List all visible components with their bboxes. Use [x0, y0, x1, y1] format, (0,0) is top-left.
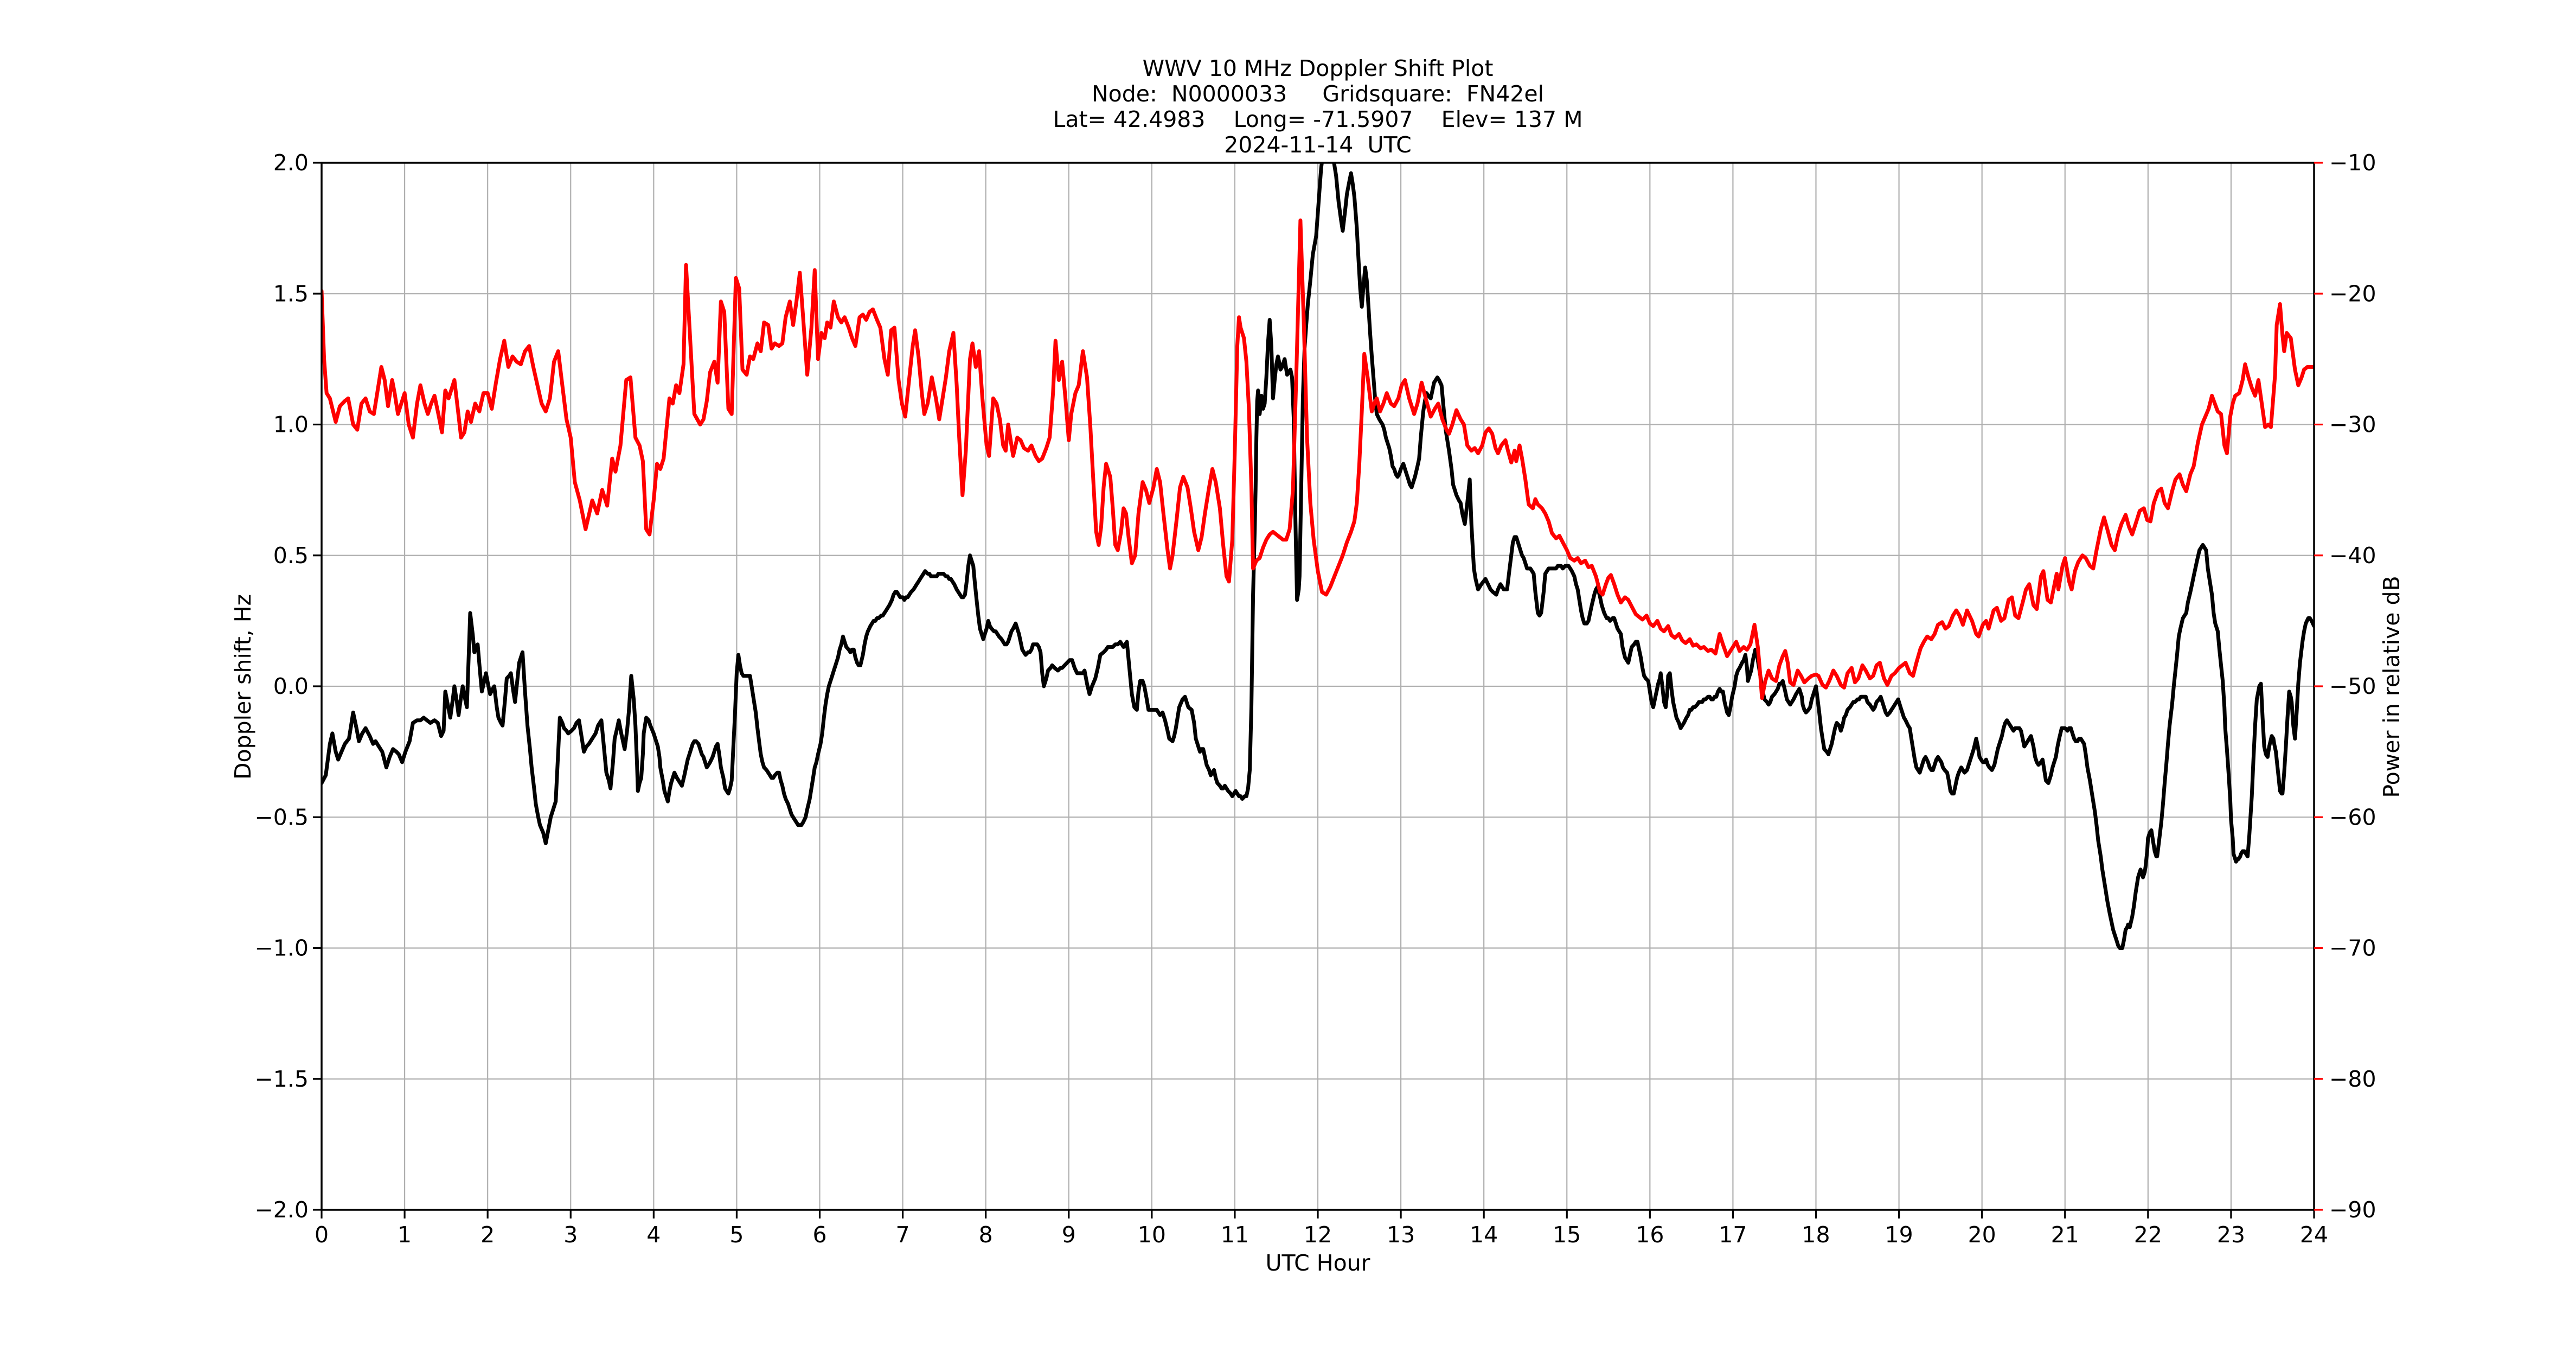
x-tick-label: 13 — [1387, 1222, 1415, 1248]
x-tick-label: 23 — [2217, 1222, 2245, 1248]
x-tick-label: 17 — [1719, 1222, 1747, 1248]
y-axis-label-left: Doppler shift, Hz — [230, 594, 256, 780]
y-right-tick-label: −70 — [2329, 935, 2376, 961]
x-tick-label: 3 — [563, 1222, 578, 1248]
y-left-tick-label: −1.0 — [254, 935, 309, 961]
x-tick-label: 19 — [1885, 1222, 1913, 1248]
y-axis-label-right: Power in relative dB — [2379, 576, 2405, 797]
x-tick-label: 4 — [646, 1222, 661, 1248]
y-left-tick-label: 0.5 — [273, 543, 309, 569]
series-doppler-shift — [322, 163, 2314, 950]
y-right-tick-label: −50 — [2329, 673, 2376, 699]
x-tick-label: 15 — [1553, 1222, 1581, 1248]
series-layer — [322, 163, 2314, 950]
y-left-tick-label: 1.0 — [273, 412, 309, 438]
x-tick-label: 14 — [1470, 1222, 1498, 1248]
x-tick-label: 16 — [1636, 1222, 1664, 1248]
chart-subtitle-location: Lat= 42.4983 Long= -71.5907 Elev= 137 M — [1053, 106, 1582, 132]
chart-subtitle-node: Node: N0000033 Gridsquare: FN42el — [1092, 81, 1544, 107]
x-tick-label: 22 — [2134, 1222, 2162, 1248]
axes-layer: 0 1 2 3 4 5 6 7 8 9 10 11 12 13 14 15 16 17 18 19 20 21 22 23 24… — [254, 150, 2376, 1248]
y-right-tick-label: −30 — [2329, 412, 2376, 438]
x-tick-label: 9 — [1062, 1222, 1076, 1248]
x-tick-label: 24 — [2300, 1222, 2328, 1248]
x-axis-label: UTC Hour — [1265, 1250, 1370, 1276]
x-tick-label: 8 — [979, 1222, 993, 1248]
x-tick-label: 21 — [2051, 1222, 2079, 1248]
chart-subtitle-date: 2024-11-14 UTC — [1224, 132, 1412, 158]
text-layer: WWV 10 MHz Doppler Shift Plot Node: N000… — [230, 55, 2405, 1276]
x-tick-label: 18 — [1802, 1222, 1830, 1248]
y-right-tick-label: −20 — [2329, 280, 2376, 307]
x-tick-label: 10 — [1138, 1222, 1166, 1248]
y-left-tick-label: −2.0 — [254, 1197, 309, 1223]
x-tick-label: 12 — [1304, 1222, 1332, 1248]
series-power — [322, 218, 2314, 700]
x-tick-label: 0 — [315, 1222, 329, 1248]
y-right-tick-label: −60 — [2329, 804, 2376, 830]
y-right-tick-label: −40 — [2329, 543, 2376, 569]
y-left-tick-label: 2.0 — [273, 150, 309, 176]
y-left-tick-label: 0.0 — [273, 673, 309, 699]
y-right-tick-label: −90 — [2329, 1197, 2376, 1223]
x-tick-label: 2 — [480, 1222, 495, 1248]
y-left-tick-label: 1.5 — [273, 280, 309, 307]
x-tick-label: 11 — [1221, 1222, 1249, 1248]
y-left-tick-label: −0.5 — [254, 804, 309, 830]
x-tick-label: 1 — [398, 1222, 412, 1248]
x-tick-label: 6 — [812, 1222, 826, 1248]
y-right-tick-label: −80 — [2329, 1066, 2376, 1092]
y-left-tick-label: −1.5 — [254, 1066, 309, 1092]
y-right-tick-label: −10 — [2329, 150, 2376, 176]
x-tick-label: 20 — [1968, 1222, 1996, 1248]
x-tick-label: 5 — [729, 1222, 744, 1248]
chart-title: WWV 10 MHz Doppler Shift Plot — [1143, 55, 1494, 81]
x-tick-label: 7 — [896, 1222, 910, 1248]
